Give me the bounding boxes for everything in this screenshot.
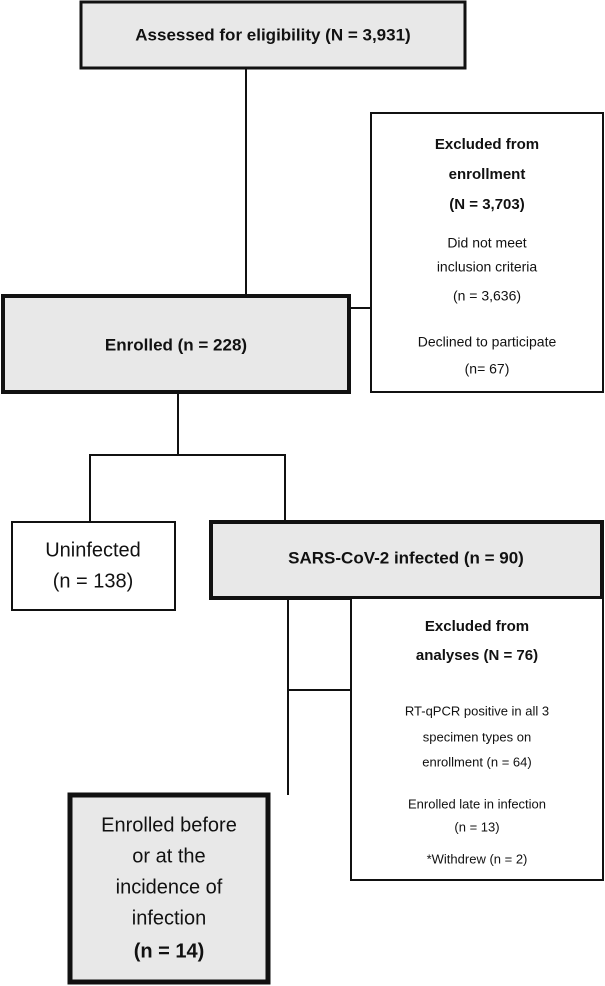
- excluded-title: Excluded from: [435, 136, 539, 153]
- enrolled-before-label: infection: [132, 907, 207, 929]
- assessed-box: [79, 0, 467, 70]
- excluded-title: (N = 3,703): [449, 196, 524, 213]
- excluded-item: Declined to participate: [418, 334, 557, 350]
- excluded-analyses-box: [350, 597, 604, 881]
- assessed-label: Assessed for eligibility (N = 3,931): [135, 25, 410, 44]
- enrolled-before-box: [67, 792, 271, 985]
- enrolled-before-label: or at the: [132, 845, 205, 867]
- enrolled-label: Enrolled (n = 228): [105, 335, 247, 354]
- excluded-item: Did not meet: [447, 235, 526, 251]
- uninfected-label: Uninfected: [45, 539, 141, 561]
- excluded-item: RT-qPCR positive in all 3: [405, 703, 549, 718]
- infected-box: [209, 520, 604, 600]
- excluded-title: analyses (N = 76): [416, 647, 538, 664]
- enrolled-box: [1, 294, 351, 394]
- excluded-item: Enrolled late in infection: [408, 796, 546, 811]
- excluded-title: enrollment: [449, 166, 526, 183]
- excluded-title: Excluded from: [425, 618, 529, 635]
- excluded-item: (n = 13): [454, 819, 499, 834]
- excluded-enrollment-box: [370, 112, 604, 393]
- enrolled-before-count: (n = 14): [134, 940, 205, 962]
- excluded-item: (n= 67): [465, 361, 510, 377]
- excluded-item: (n = 3,636): [453, 288, 521, 304]
- uninfected-box: [11, 521, 176, 611]
- excluded-item: enrollment (n = 64): [422, 754, 531, 769]
- uninfected-label: (n = 138): [53, 570, 134, 592]
- infected-label: SARS-CoV-2 infected (n = 90): [288, 548, 524, 567]
- excluded-item: inclusion criteria: [437, 259, 538, 275]
- excluded-item: *Withdrew (n = 2): [427, 851, 528, 866]
- enrolled-before-label: incidence of: [116, 876, 223, 898]
- enrolled-before-label: Enrolled before: [101, 814, 237, 836]
- connectors: [89, 68, 371, 795]
- excluded-item: specimen types on: [423, 729, 531, 744]
